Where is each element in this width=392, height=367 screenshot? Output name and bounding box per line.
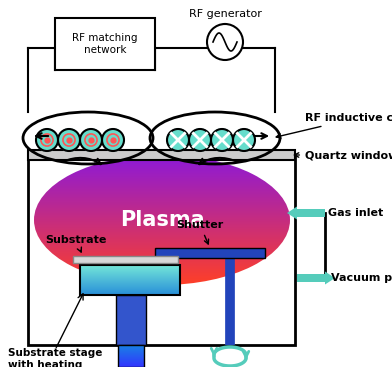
FancyArrow shape <box>297 272 335 284</box>
Text: RF matching
network: RF matching network <box>72 33 138 55</box>
Bar <box>28 150 295 160</box>
Text: Substrate: Substrate <box>45 235 106 252</box>
Bar <box>116 295 146 345</box>
Circle shape <box>102 129 124 151</box>
Text: RF inductive coil: RF inductive coil <box>276 113 392 138</box>
Text: Plasma: Plasma <box>120 210 204 230</box>
Text: RF generator: RF generator <box>189 9 261 19</box>
Text: Gas inlet: Gas inlet <box>328 208 383 218</box>
Bar <box>118 345 144 367</box>
Text: Substrate stage
with heating: Substrate stage with heating <box>8 348 102 367</box>
Text: Shutter: Shutter <box>176 220 223 244</box>
Bar <box>55 18 155 70</box>
Circle shape <box>36 129 58 151</box>
Circle shape <box>189 129 211 151</box>
Circle shape <box>207 24 243 60</box>
Text: Vacuum pump: Vacuum pump <box>331 273 392 283</box>
Bar <box>73 256 178 263</box>
Bar <box>28 155 295 345</box>
Text: Quartz window: Quartz window <box>294 150 392 160</box>
Circle shape <box>211 129 233 151</box>
Circle shape <box>80 129 102 151</box>
FancyArrow shape <box>287 207 325 219</box>
Circle shape <box>167 129 189 151</box>
Bar <box>155 248 265 258</box>
Bar <box>80 265 180 295</box>
Circle shape <box>58 129 80 151</box>
Circle shape <box>233 129 255 151</box>
